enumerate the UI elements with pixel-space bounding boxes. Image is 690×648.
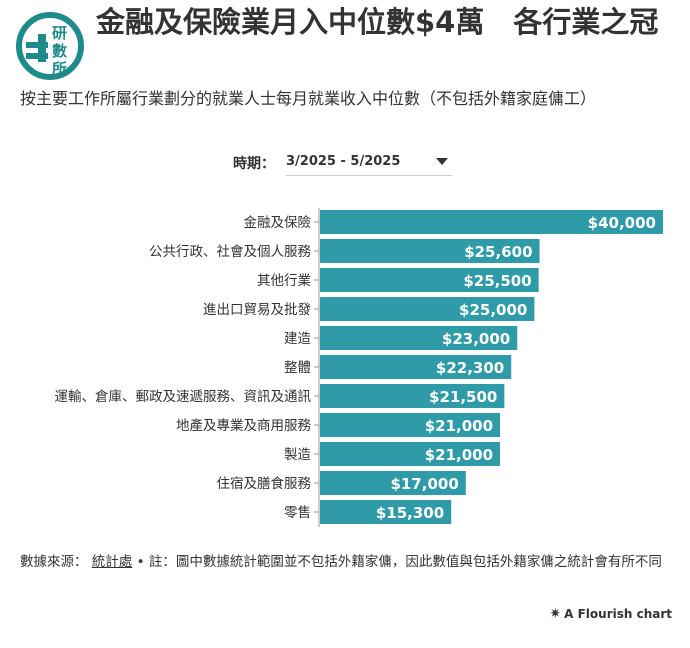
bar-row[interactable]: 零售 $15,300 — [284, 500, 452, 524]
bar-row[interactable]: 公共行政、社會及個人服務 $25,600 — [149, 239, 540, 263]
category-label: 運輸、倉庫、郵政及速遞服務、資訊及通訊 — [55, 389, 312, 405]
source-prefix: 數據來源： — [20, 554, 88, 570]
svg-text:數: 數 — [52, 42, 67, 60]
value-label: $21,500 — [429, 388, 497, 406]
value-label: $23,000 — [442, 330, 510, 348]
period-label: 時期： — [233, 156, 275, 172]
bar[interactable] — [320, 210, 663, 234]
bar-row[interactable]: 其他行業 $25,500 — [257, 268, 539, 292]
category-label: 零售 — [284, 505, 311, 521]
footer-note: 數據來源： 統計處 • 註：圖中數據統計範圍並不包括外籍家傭，因此數值與包括外籍… — [20, 552, 675, 572]
category-label: 整體 — [284, 360, 311, 376]
category-label: 建造 — [284, 331, 311, 347]
bar-row[interactable]: 住宿及膳食服務 $17,000 — [217, 471, 466, 495]
logo: 研 數 所 — [16, 12, 84, 80]
bar[interactable] — [320, 297, 535, 321]
bar-chart: 金融及保險 $40,000 公共行政、社會及個人服務 $25,600 其他行業 $25,5… — [55, 208, 664, 527]
value-label: $40,000 — [588, 214, 656, 232]
value-label: $25,600 — [464, 243, 532, 261]
bar-row[interactable]: 進出口貿易及批發 $25,000 — [203, 297, 535, 321]
value-label: $21,000 — [425, 417, 493, 435]
value-label: $21,000 — [425, 446, 493, 464]
period-selected-value: 3/2025 - 5/2025 — [286, 154, 401, 169]
category-label: 製造 — [284, 447, 311, 463]
flourish-credit-label: A Flourish chart — [564, 607, 672, 621]
bar-row[interactable]: 建造 $23,000 — [284, 326, 518, 350]
value-label: $17,000 — [390, 475, 458, 493]
bar[interactable] — [320, 413, 501, 437]
bar[interactable] — [320, 500, 452, 524]
bar-row[interactable]: 地產及專業及商用服務 $21,000 — [176, 413, 501, 437]
category-label: 公共行政、社會及個人服務 — [149, 244, 311, 260]
page-title: 金融及保險業月入中位數$4萬 各行業之冠 — [96, 5, 659, 39]
category-label: 住宿及膳食服務 — [217, 475, 312, 492]
flourish-star-icon: ✷ — [549, 606, 562, 622]
footnote: • 註：圖中數據統計範圍並不包括外籍家傭，因此數值與包括外籍家傭之統計會有所不同 — [136, 554, 662, 570]
period-dropdown[interactable]: 3/2025 - 5/2025 — [286, 148, 452, 176]
value-label: $25,500 — [463, 272, 531, 290]
bar-row[interactable]: 整體 $22,300 — [284, 355, 512, 379]
flourish-credit[interactable]: ✷ A Flourish chart — [549, 606, 672, 622]
bar[interactable] — [320, 384, 505, 408]
category-label: 進出口貿易及批發 — [203, 302, 311, 318]
bar-row[interactable]: 金融及保險 $40,000 — [244, 210, 664, 234]
chevron-down-icon — [436, 158, 448, 165]
bar-row[interactable]: 製造 $21,000 — [284, 442, 501, 466]
source-link[interactable]: 統計處 — [91, 554, 133, 570]
page-subtitle: 按主要工作所屬行業劃分的就業人士每月就業收入中位數（不包括外籍家庭傭工） — [20, 89, 597, 108]
svg-text:所: 所 — [52, 60, 67, 78]
category-label: 地產及專業及商用服務 — [176, 417, 311, 434]
category-label: 金融及保險 — [244, 215, 312, 231]
bar[interactable] — [320, 471, 466, 495]
logo-text: 研 — [52, 24, 67, 42]
bar[interactable] — [320, 355, 512, 379]
category-label: 其他行業 — [257, 273, 311, 289]
bar[interactable] — [320, 326, 518, 350]
bar[interactable] — [320, 268, 539, 292]
bar[interactable] — [320, 442, 501, 466]
value-label: $15,300 — [376, 504, 444, 522]
value-label: $22,300 — [436, 359, 504, 377]
value-label: $25,000 — [459, 301, 527, 319]
bar-row[interactable]: 運輸、倉庫、郵政及速遞服務、資訊及通訊 $21,500 — [55, 384, 505, 408]
bar[interactable] — [320, 239, 540, 263]
